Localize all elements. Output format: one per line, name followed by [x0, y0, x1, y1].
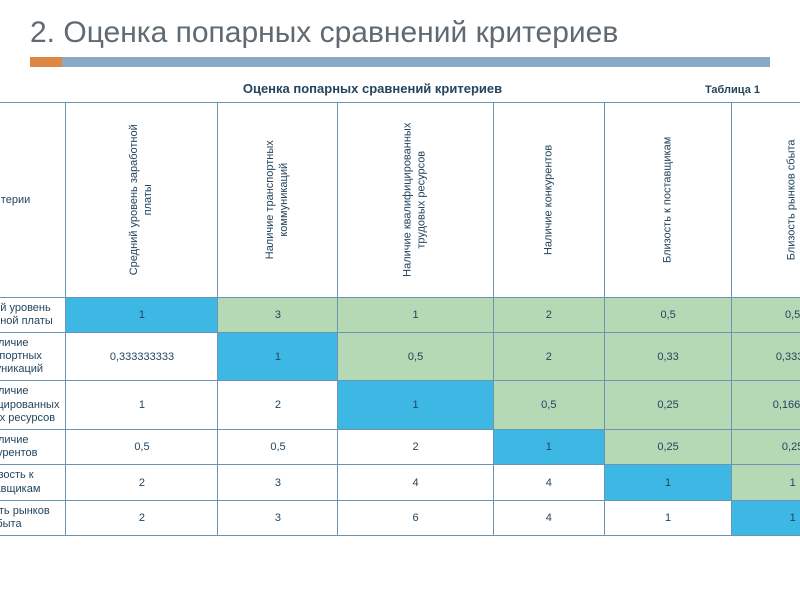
cell: 0,333333333	[66, 332, 218, 381]
cell: 1	[493, 430, 604, 465]
col-header-0: Средний уровень заработнойплаты	[66, 102, 218, 297]
cell: 3	[218, 465, 338, 500]
col-header-label: Близость к поставщикам	[661, 136, 675, 262]
cell: 2	[338, 430, 493, 465]
row-label: Наличие конкурентов	[0, 430, 66, 465]
cell: 0,5	[338, 332, 493, 381]
col-header-2: Наличие квалифицированныхтрудовых ресурс…	[338, 102, 493, 297]
cell: 0,25	[604, 381, 731, 430]
row-label: Близость к поставщикам	[0, 465, 66, 500]
cell: 1	[732, 465, 800, 500]
cell: 1	[338, 297, 493, 332]
cell: 0,16666	[732, 381, 800, 430]
accent-orange	[30, 57, 62, 67]
cell: 1	[66, 297, 218, 332]
row-label: Наличие квалифицированных трудовых ресур…	[0, 381, 66, 430]
table-row: Наличие транспортных коммуникаций 0,3333…	[0, 332, 800, 381]
col-header-label: Наличие конкурентов	[542, 144, 556, 254]
table-row: Близость рынков сбыта 2 3 6 4 1 1	[0, 500, 800, 535]
table-row: Средний уровень заработной платы 1 3 1 2…	[0, 297, 800, 332]
cell: 1	[604, 465, 731, 500]
cell: 2	[493, 297, 604, 332]
comparison-table: Критерии Средний уровень заработнойплаты…	[0, 102, 800, 537]
col-header-1: Наличие транспортныхкоммуникаций	[218, 102, 338, 297]
row-label: Средний уровень заработной платы	[0, 297, 66, 332]
accent-blue	[62, 57, 770, 67]
table-number: Таблица 1	[705, 84, 760, 96]
cell: 0,5	[66, 430, 218, 465]
cell: 1	[338, 381, 493, 430]
accent-bar	[30, 57, 770, 67]
col-header-label: Средний уровень заработнойплаты	[128, 124, 156, 275]
cell: 3	[218, 297, 338, 332]
cell: 0,3333	[732, 332, 800, 381]
row-label: Наличие транспортных коммуникаций	[0, 332, 66, 381]
table-row: Близость к поставщикам 2 3 4 4 1 1	[0, 465, 800, 500]
cell: 4	[493, 465, 604, 500]
cell: 0,5	[604, 297, 731, 332]
table-row: Наличие конкурентов 0,5 0,5 2 1 0,25 0,2…	[0, 430, 800, 465]
cell: 0,5	[732, 297, 800, 332]
cell: 2	[66, 465, 218, 500]
cell: 2	[493, 332, 604, 381]
row-label: Близость рынков сбыта	[0, 500, 66, 535]
cell: 6	[338, 500, 493, 535]
cell: 0,25	[604, 430, 731, 465]
cell: 0,33	[604, 332, 731, 381]
table-row: Наличие квалифицированных трудовых ресур…	[0, 381, 800, 430]
cell: 1	[732, 500, 800, 535]
page-title: 2. Оценка попарных сравнений критериев	[30, 16, 770, 51]
cell: 4	[493, 500, 604, 535]
col-header-label: Наличие квалифицированныхтрудовых ресурс…	[402, 122, 430, 276]
col-header-5: Близость рынков сбыта	[732, 102, 800, 297]
cell: 4	[338, 465, 493, 500]
cell: 0,5	[493, 381, 604, 430]
cell: 1	[66, 381, 218, 430]
cell: 0,5	[218, 430, 338, 465]
col-header-4: Близость к поставщикам	[604, 102, 731, 297]
table-body: Средний уровень заработной платы 1 3 1 2…	[0, 297, 800, 536]
cell: 1	[218, 332, 338, 381]
cell: 1	[604, 500, 731, 535]
cell: 0,25	[732, 430, 800, 465]
cell: 2	[66, 500, 218, 535]
col-header-label: Наличие транспортныхкоммуникаций	[264, 140, 292, 259]
cell: 2	[218, 381, 338, 430]
table-caption: Оценка попарных сравнений критериев	[40, 81, 705, 96]
col-header-3: Наличие конкурентов	[493, 102, 604, 297]
cell: 3	[218, 500, 338, 535]
criteria-header: Критерии	[0, 102, 66, 297]
col-header-label: Близость рынков сбыта	[786, 139, 800, 260]
